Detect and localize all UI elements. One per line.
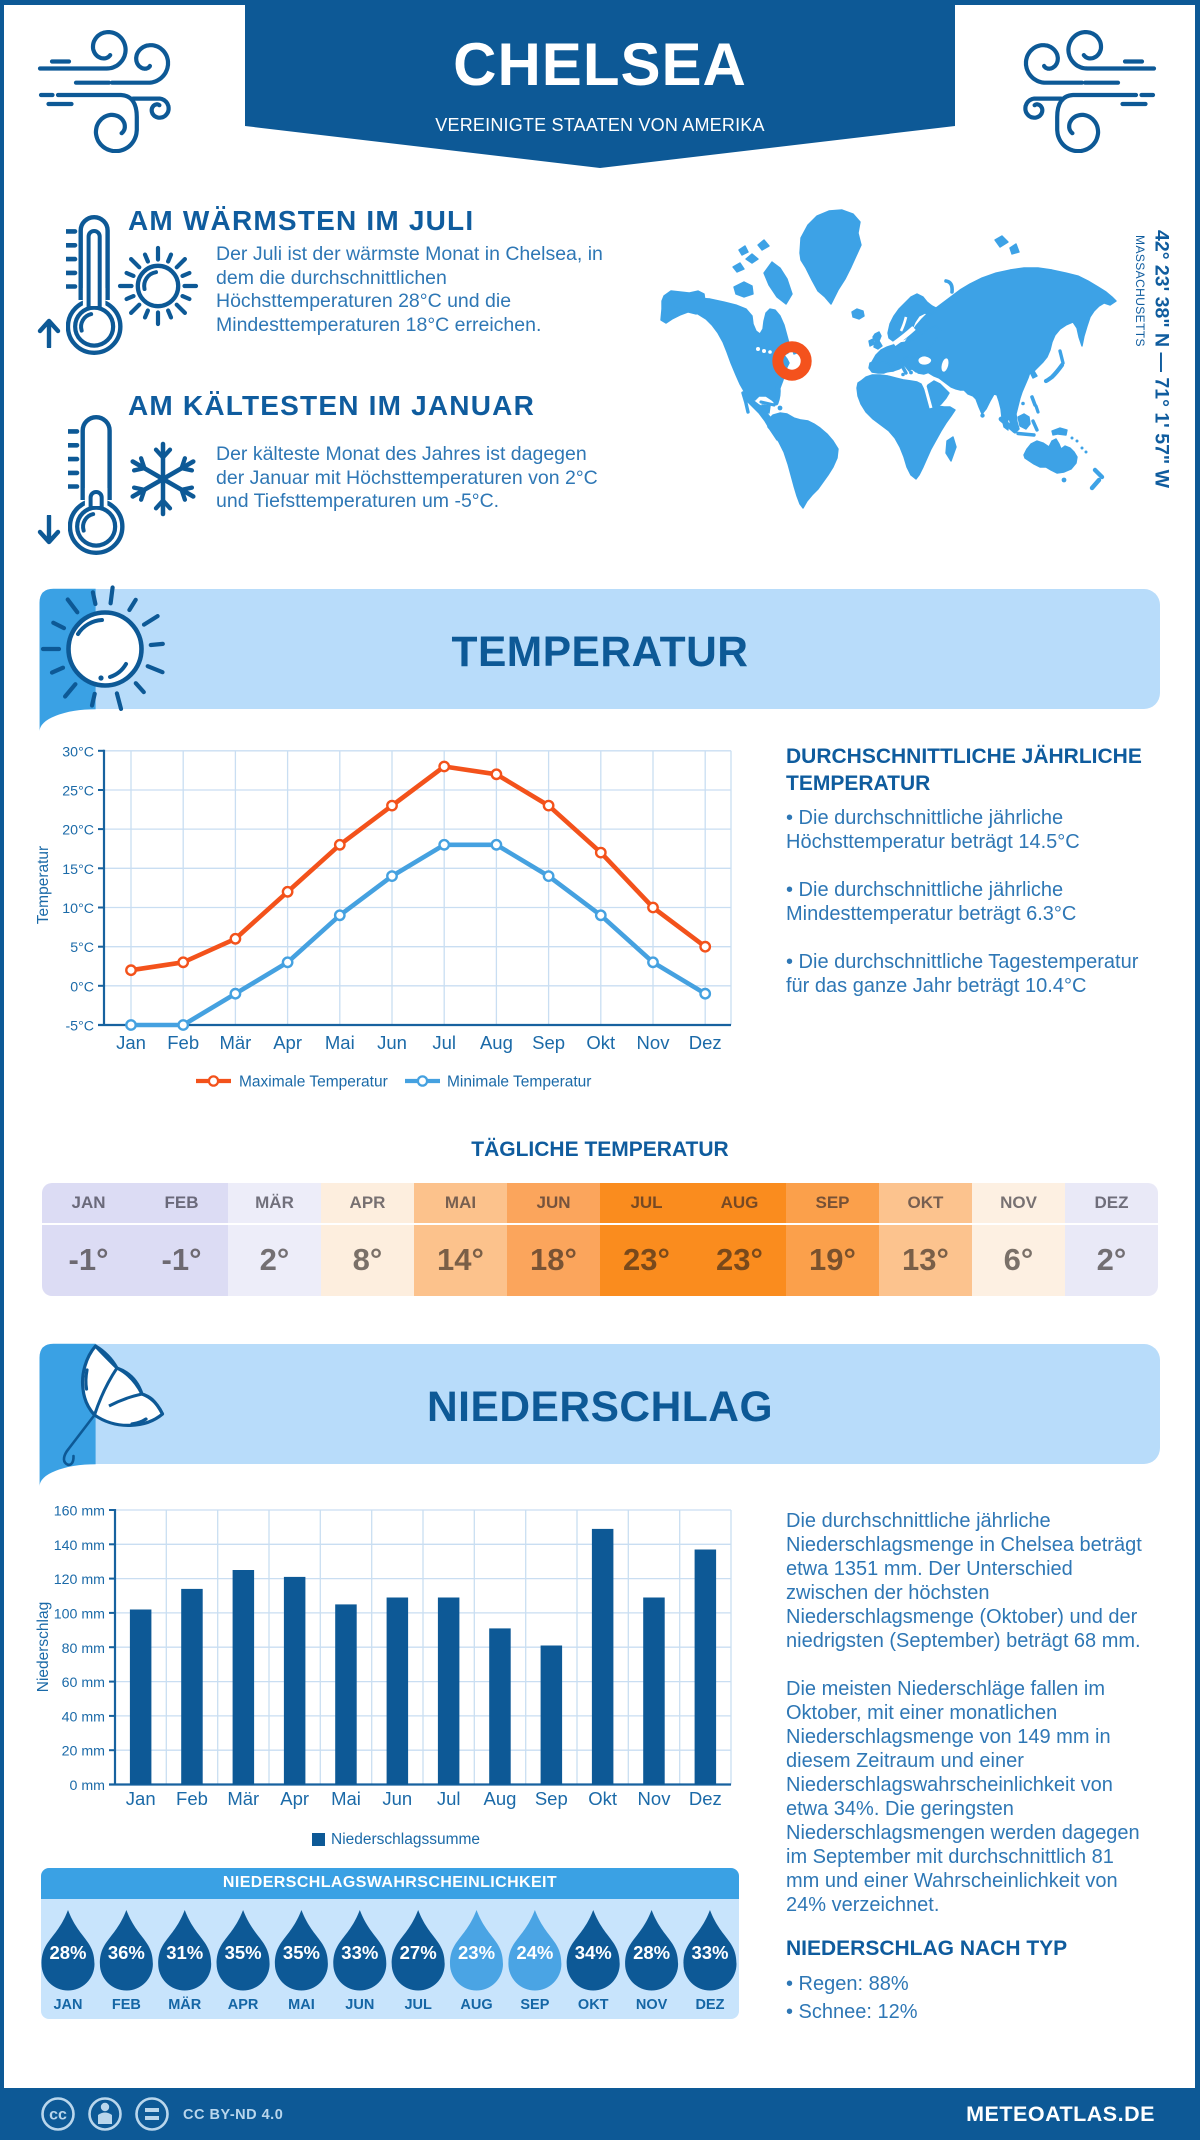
svg-text:CC BY-ND 4.0: CC BY-ND 4.0 bbox=[183, 2107, 283, 2123]
svg-text:40 mm: 40 mm bbox=[62, 1709, 105, 1725]
svg-text:Sep: Sep bbox=[532, 1032, 565, 1053]
svg-text:80 mm: 80 mm bbox=[62, 1641, 105, 1657]
svg-text:20 mm: 20 mm bbox=[62, 1744, 105, 1760]
svg-text:30°C: 30°C bbox=[62, 744, 94, 760]
svg-text:Feb: Feb bbox=[167, 1032, 199, 1053]
svg-text:JUN: JUN bbox=[345, 1997, 374, 2013]
svg-text:Mai: Mai bbox=[325, 1032, 355, 1053]
svg-text:27%: 27% bbox=[400, 1942, 437, 1963]
svg-text:MÄR: MÄR bbox=[168, 1996, 202, 2013]
svg-text:DEZ: DEZ bbox=[695, 1997, 724, 2013]
svg-text:20°C: 20°C bbox=[62, 823, 94, 839]
svg-text:Niederschlagssumme: Niederschlagssumme bbox=[331, 1831, 480, 1848]
svg-text:15°C: 15°C bbox=[62, 862, 94, 878]
svg-text:Nov: Nov bbox=[637, 1032, 671, 1053]
svg-text:10°C: 10°C bbox=[62, 901, 94, 917]
svg-text:34%: 34% bbox=[575, 1942, 612, 1963]
svg-text:Nov: Nov bbox=[638, 1788, 672, 1809]
svg-text:Okt: Okt bbox=[586, 1032, 615, 1053]
svg-text:33%: 33% bbox=[691, 1942, 728, 1963]
svg-text:Minimale Temperatur: Minimale Temperatur bbox=[447, 1074, 591, 1091]
svg-text:Apr: Apr bbox=[273, 1032, 302, 1053]
svg-text:Maximale Temperatur: Maximale Temperatur bbox=[239, 1074, 388, 1091]
svg-text:FEB: FEB bbox=[112, 1997, 141, 2013]
svg-text:Aug: Aug bbox=[480, 1032, 513, 1053]
svg-text:36%: 36% bbox=[108, 1942, 145, 1963]
svg-text:Jun: Jun bbox=[377, 1032, 407, 1053]
svg-text:0 mm: 0 mm bbox=[70, 1778, 105, 1794]
svg-text:Dez: Dez bbox=[689, 1788, 722, 1809]
svg-text:MAI: MAI bbox=[288, 1997, 315, 2013]
svg-text:Jan: Jan bbox=[126, 1788, 156, 1809]
svg-text:Jul: Jul bbox=[437, 1788, 461, 1809]
svg-text:APR: APR bbox=[228, 1997, 259, 2013]
svg-text:JUL: JUL bbox=[404, 1997, 432, 2013]
svg-text:cc: cc bbox=[49, 2107, 67, 2124]
svg-text:Apr: Apr bbox=[280, 1788, 309, 1809]
svg-text:35%: 35% bbox=[283, 1942, 320, 1963]
svg-text:Jan: Jan bbox=[116, 1032, 146, 1053]
svg-text:Jun: Jun bbox=[382, 1788, 412, 1809]
svg-text:24%: 24% bbox=[516, 1942, 553, 1963]
svg-text:0°C: 0°C bbox=[70, 979, 94, 995]
svg-text:25°C: 25°C bbox=[62, 784, 94, 800]
svg-text:Okt: Okt bbox=[588, 1788, 617, 1809]
svg-text:60 mm: 60 mm bbox=[62, 1675, 105, 1691]
svg-text:OKT: OKT bbox=[578, 1997, 609, 2013]
svg-text:Dez: Dez bbox=[689, 1032, 722, 1053]
svg-text:120 mm: 120 mm bbox=[54, 1572, 105, 1588]
svg-text:Niederschlag: Niederschlag bbox=[36, 1602, 52, 1692]
svg-text:33%: 33% bbox=[341, 1942, 378, 1963]
svg-text:Aug: Aug bbox=[484, 1788, 517, 1809]
svg-text:23%: 23% bbox=[458, 1942, 495, 1963]
svg-text:Mär: Mär bbox=[219, 1032, 251, 1053]
svg-text:160 mm: 160 mm bbox=[54, 1504, 105, 1520]
svg-text:-5°C: -5°C bbox=[65, 1019, 94, 1035]
svg-text:Sep: Sep bbox=[535, 1788, 568, 1809]
svg-text:28%: 28% bbox=[49, 1942, 86, 1963]
svg-text:NOV: NOV bbox=[636, 1997, 668, 2013]
svg-text:JAN: JAN bbox=[53, 1997, 82, 2013]
svg-text:31%: 31% bbox=[166, 1942, 203, 1963]
svg-text:Mai: Mai bbox=[331, 1788, 361, 1809]
svg-text:Mär: Mär bbox=[227, 1788, 259, 1809]
svg-text:Feb: Feb bbox=[176, 1788, 208, 1809]
svg-text:AUG: AUG bbox=[460, 1997, 492, 2013]
svg-text:100 mm: 100 mm bbox=[54, 1606, 105, 1622]
svg-text:140 mm: 140 mm bbox=[54, 1538, 105, 1554]
svg-text:Jul: Jul bbox=[432, 1032, 456, 1053]
svg-text:Temperatur: Temperatur bbox=[36, 846, 52, 924]
svg-text:28%: 28% bbox=[633, 1942, 670, 1963]
svg-text:SEP: SEP bbox=[520, 1997, 549, 2013]
svg-text:35%: 35% bbox=[225, 1942, 262, 1963]
svg-text:5°C: 5°C bbox=[70, 940, 94, 956]
